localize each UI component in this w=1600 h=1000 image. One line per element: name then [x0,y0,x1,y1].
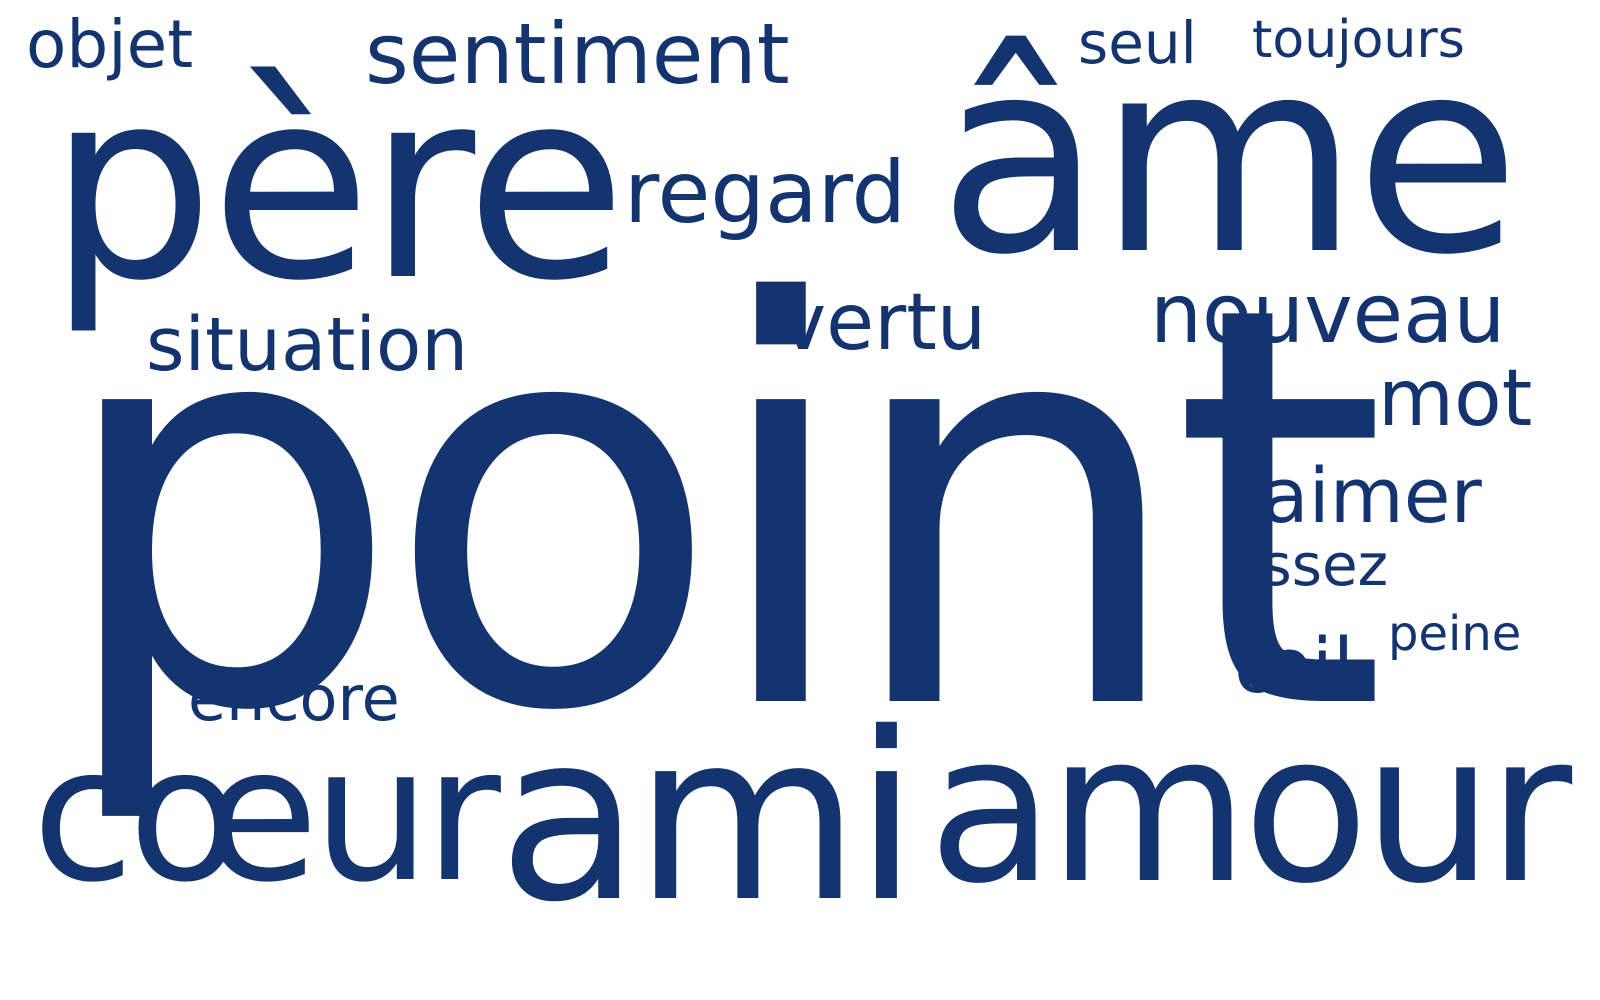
word-ame: âme [938,2,1520,314]
word-ami: ami [498,683,919,953]
word-toujours: toujours [1252,10,1465,70]
word-vertu: vertu [780,278,987,368]
word-amour: amour [928,689,1572,929]
word-point: point [52,190,1388,832]
word-pere: père [48,33,627,338]
word-mot: mot [1378,354,1533,444]
word-oeil: œil [1234,621,1354,710]
word-peine: peine [1388,606,1522,662]
word-assez: assez [1226,531,1389,599]
word-objet: objet [26,6,194,83]
word-nouveau: nouveau [1150,267,1506,362]
word-coeur: cœur [32,706,501,923]
word-aimer: aimer [1262,451,1482,540]
word-seul: seul [1078,9,1197,77]
word-regard: regard [624,143,907,243]
word-encore: encore [188,662,400,735]
word-sentiment: sentiment [365,5,790,103]
word-situation: situation [146,302,469,388]
